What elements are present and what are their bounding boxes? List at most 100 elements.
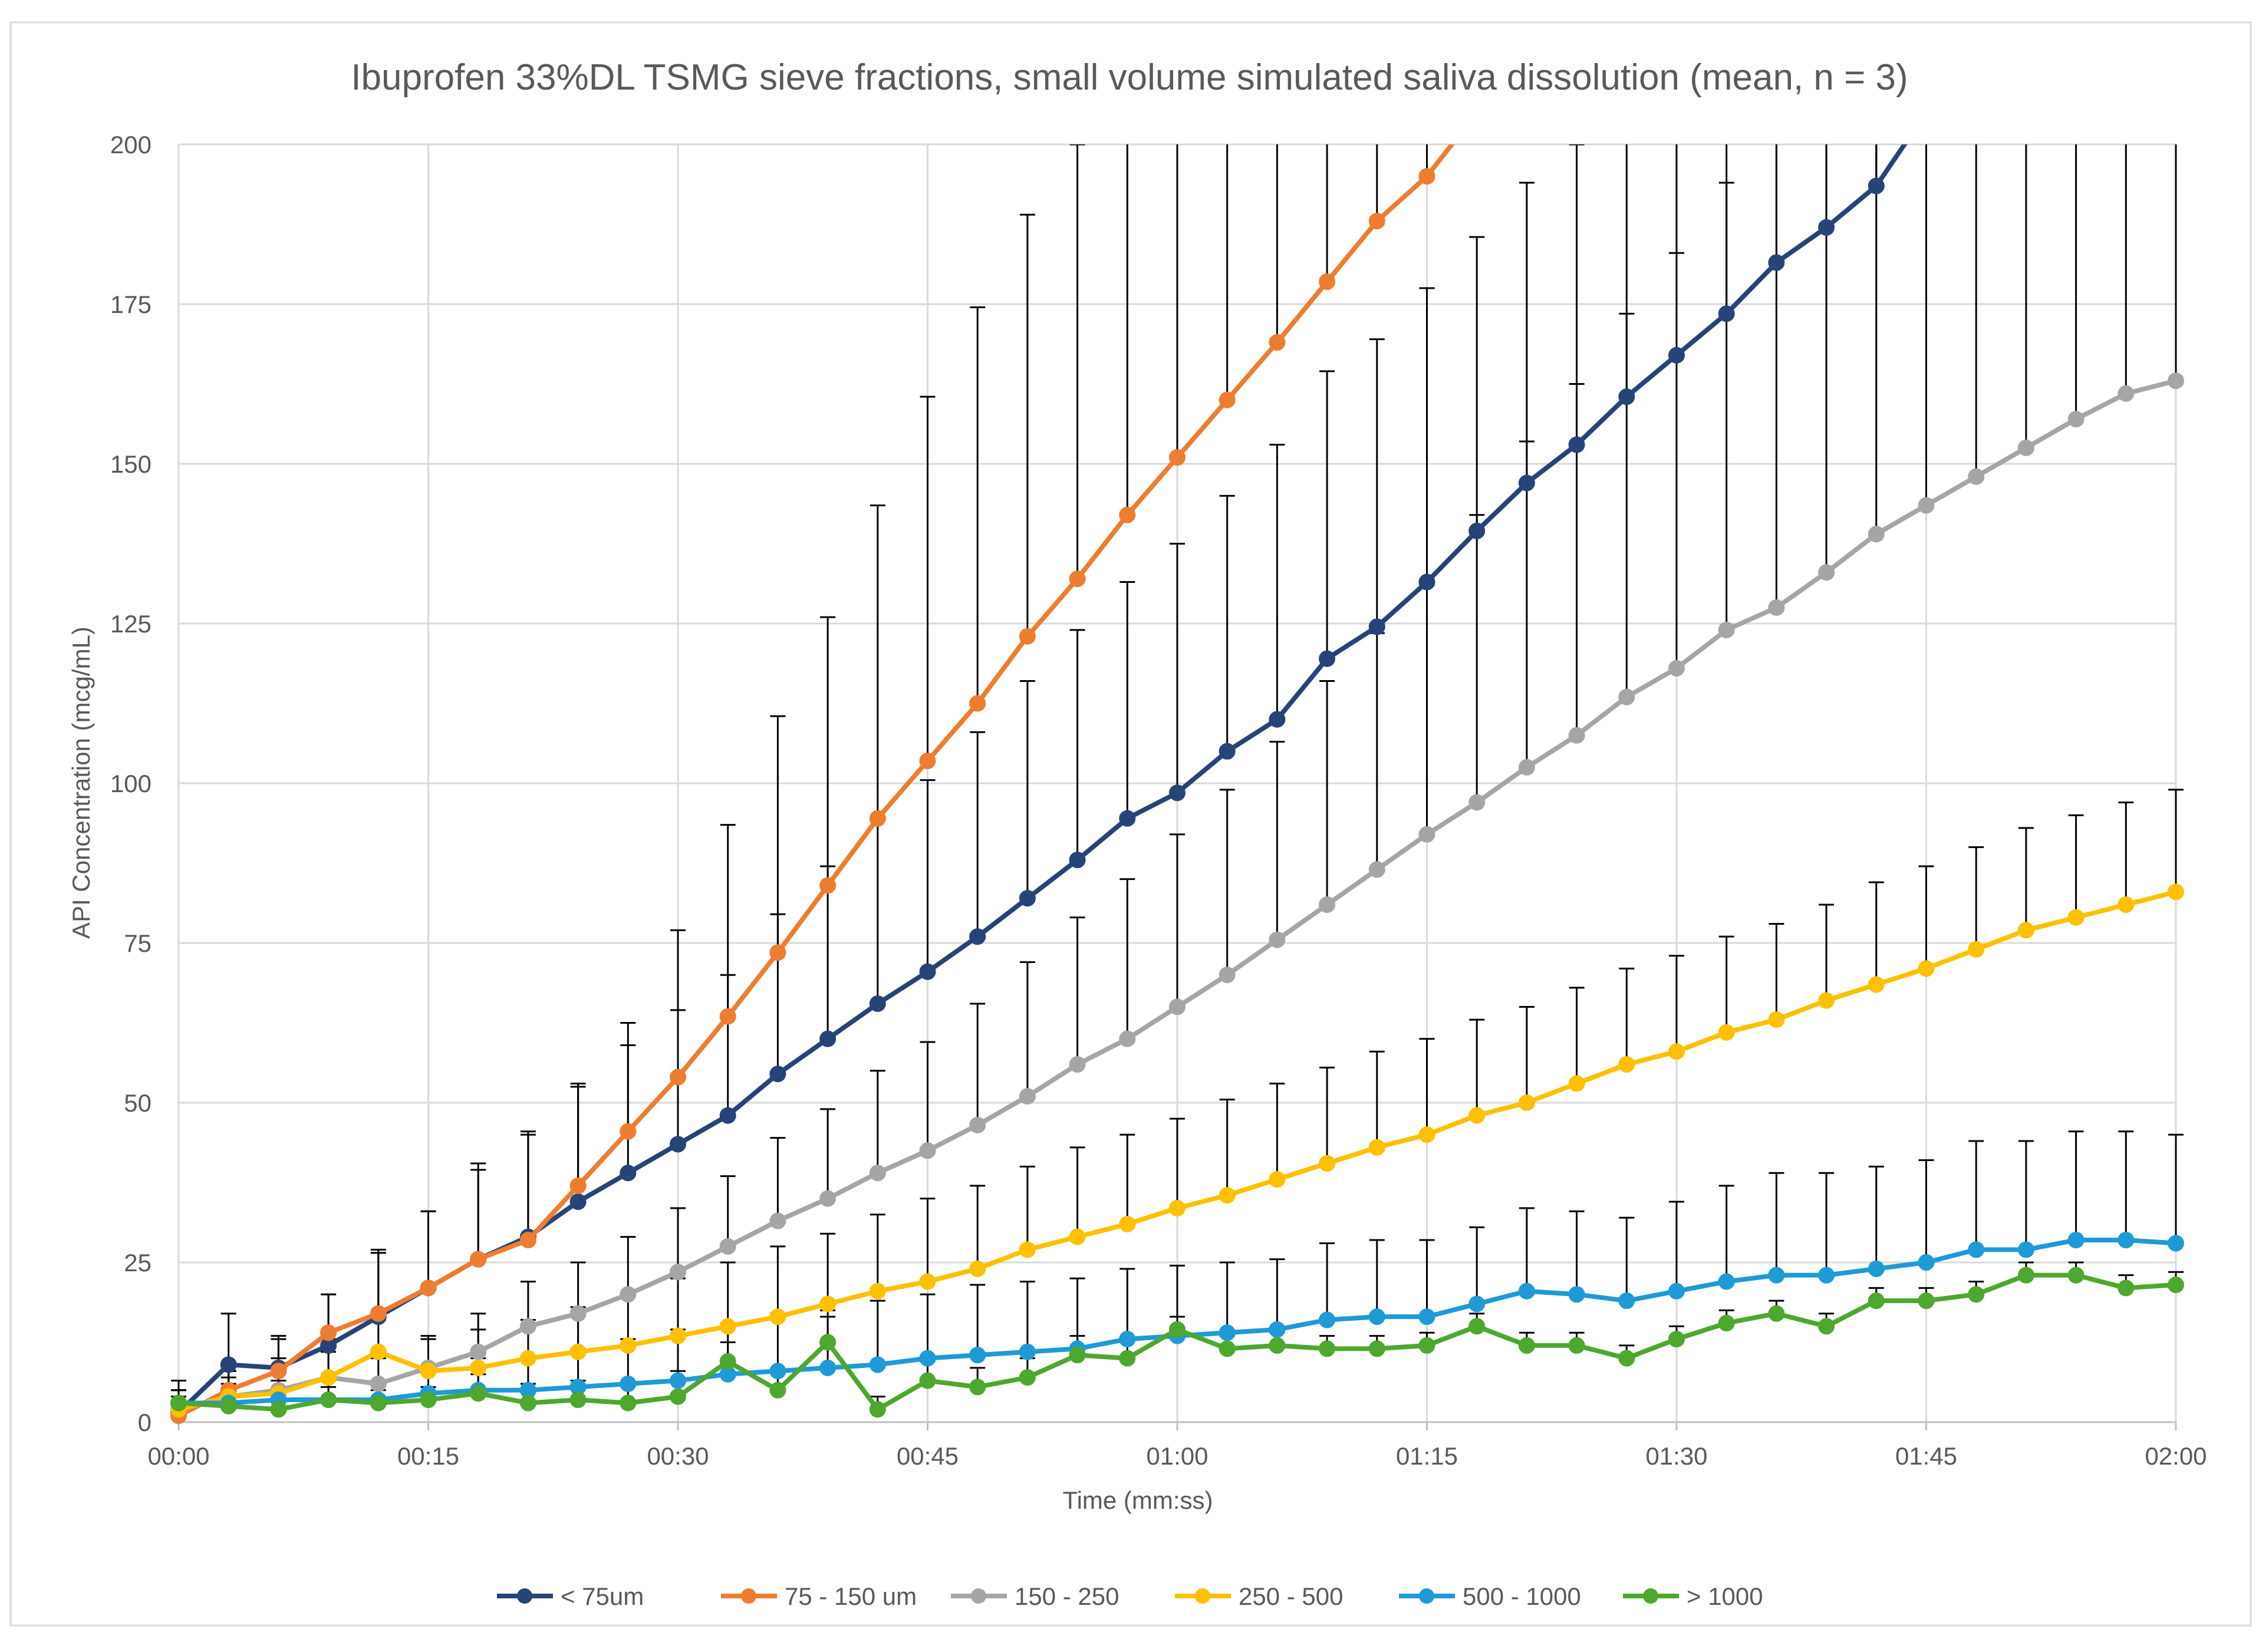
data-point	[620, 1337, 637, 1354]
data-point	[1668, 660, 1685, 677]
data-point	[1069, 1228, 1086, 1245]
data-point	[1918, 960, 1935, 977]
data-point	[1219, 967, 1236, 984]
data-point	[1468, 1318, 1486, 1335]
legend-swatch-marker	[1419, 1588, 1434, 1604]
data-point	[719, 1318, 736, 1335]
data-point	[1169, 998, 1186, 1015]
data-point	[620, 1165, 637, 1182]
data-point	[569, 1177, 587, 1194]
x-tick-label: 01:45	[1895, 1442, 1957, 1470]
data-point	[819, 1030, 837, 1047]
legend-item: 250 - 500	[1175, 1582, 1343, 1610]
data-point	[2118, 896, 2135, 913]
data-point	[719, 1107, 736, 1124]
data-point	[769, 1066, 786, 1083]
legend-item: 75 - 150 um	[721, 1582, 917, 1610]
y-tick-label: 0	[138, 1409, 152, 1436]
data-point	[769, 1363, 786, 1380]
data-point	[1768, 599, 1785, 616]
data-point	[1818, 564, 1835, 581]
legend-label: > 1000	[1687, 1582, 1763, 1610]
data-point	[1968, 941, 1985, 958]
data-point	[1019, 1088, 1036, 1105]
y-tick-label: 125	[110, 610, 152, 638]
data-point	[1618, 388, 1635, 405]
data-point	[470, 1359, 487, 1376]
x-tick-label: 00:30	[647, 1442, 709, 1470]
y-tick-label: 100	[110, 770, 152, 797]
data-point	[2067, 1267, 2085, 1284]
x-tick-label: 00:15	[397, 1442, 459, 1470]
data-point	[519, 1350, 536, 1367]
data-point	[1768, 1267, 1785, 1284]
data-point	[769, 1212, 786, 1229]
data-point	[969, 1379, 986, 1396]
data-point	[1418, 573, 1435, 591]
legend-item: 500 - 1000	[1399, 1582, 1581, 1610]
data-point	[869, 1165, 886, 1182]
x-axis-title: Time (mm:ss)	[1062, 1486, 1213, 1514]
data-point	[569, 1391, 587, 1409]
data-point	[1319, 1340, 1336, 1357]
x-tick-label: 00:00	[147, 1442, 209, 1470]
data-point	[320, 1391, 337, 1409]
x-tick-label: 01:15	[1396, 1442, 1458, 1470]
data-point	[1968, 1241, 1985, 1258]
data-point	[919, 1350, 936, 1367]
data-point	[1918, 497, 1935, 514]
data-point	[2017, 1241, 2034, 1258]
data-point	[1069, 571, 1086, 588]
data-point	[769, 1381, 786, 1399]
data-point	[2118, 1232, 2135, 1249]
y-tick-label: 75	[124, 929, 152, 957]
data-point	[569, 1193, 587, 1211]
data-point	[1269, 1171, 1286, 1188]
data-point	[1368, 1139, 1385, 1156]
y-tick-label: 150	[110, 450, 152, 478]
data-point	[1169, 1321, 1186, 1338]
data-point	[919, 1372, 936, 1389]
data-point	[620, 1394, 637, 1412]
data-point	[1868, 1260, 1885, 1277]
series-group	[170, 1267, 2184, 1418]
data-point	[569, 1305, 587, 1322]
data-point	[1119, 810, 1136, 827]
data-point	[2168, 372, 2184, 390]
data-point	[1618, 688, 1635, 705]
data-point	[2017, 439, 2034, 456]
data-point	[1918, 1292, 1935, 1310]
y-axis-title: API Concentration (mcg/mL)	[67, 626, 95, 939]
data-point	[2017, 922, 2034, 939]
data-point	[1069, 1347, 1086, 1364]
data-point	[1368, 213, 1385, 230]
data-point	[1418, 826, 1435, 843]
data-point	[969, 1116, 986, 1133]
data-point	[2067, 909, 2085, 926]
data-point	[670, 1372, 686, 1389]
data-point	[1319, 896, 1336, 913]
data-point	[220, 1397, 237, 1414]
data-point	[2067, 1232, 2085, 1249]
data-point	[969, 695, 986, 712]
data-point	[869, 1356, 886, 1373]
legend-label: 150 - 250	[1015, 1582, 1119, 1610]
data-point	[470, 1251, 487, 1268]
data-point	[1269, 1337, 1286, 1354]
data-point	[1868, 1292, 1885, 1310]
data-point	[1319, 1155, 1336, 1172]
series-lines	[170, 144, 2184, 1425]
data-point	[2168, 1235, 2184, 1252]
data-point	[519, 1232, 536, 1249]
data-point	[1618, 1056, 1635, 1073]
data-point	[2118, 1280, 2135, 1297]
data-point	[1568, 436, 1585, 453]
data-point	[2118, 385, 2135, 402]
data-point	[370, 1375, 387, 1392]
data-point	[919, 753, 936, 770]
data-point	[370, 1305, 387, 1322]
data-point	[1868, 976, 1885, 993]
data-point	[1718, 305, 1735, 322]
data-point	[1269, 1321, 1286, 1338]
